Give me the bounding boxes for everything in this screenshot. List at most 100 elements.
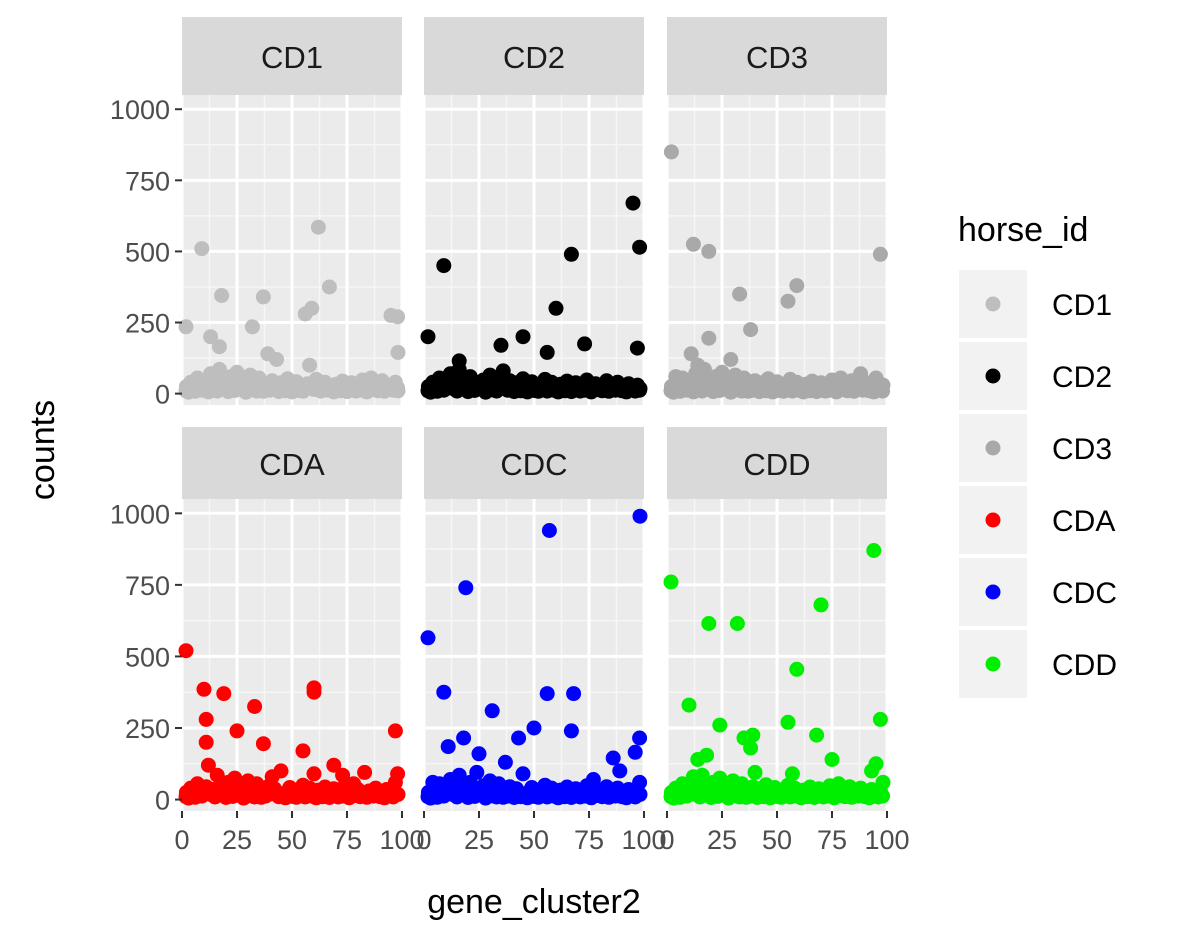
x-tick-label: 0 [659,825,674,855]
facet-panel-cd2: CD2 [420,17,648,405]
data-point [469,764,485,780]
x-tick-label: 100 [379,825,424,855]
data-point [229,723,245,739]
data-point [306,766,322,782]
data-point [216,686,232,702]
data-point [390,383,406,399]
data-point [632,508,648,524]
x-tick-label: 0 [174,825,189,855]
data-point [269,352,285,367]
x-tick-label: 25 [222,825,252,855]
data-point [493,337,509,353]
data-point [780,714,796,730]
data-point [743,322,759,338]
data-point [539,344,555,360]
data-point [458,580,474,596]
legend-key-label: CD1 [1052,289,1112,322]
data-point [200,757,216,773]
facet-panel-cdc: CDC [420,427,648,811]
data-point [436,684,452,700]
data-point [723,352,739,367]
x-tick-label: 100 [621,825,666,855]
data-point [732,286,748,302]
x-tick-label: 75 [574,825,604,855]
legend-key-marker [985,656,1001,672]
data-point [255,289,271,305]
data-point [824,752,840,767]
x-tick-label: 75 [332,825,362,855]
x-tick-label: 25 [464,825,494,855]
data-point [663,574,679,590]
x-tick-label: 75 [817,825,847,855]
y-tick-label: 750 [125,571,170,601]
facet-panel-cdd: CDD [663,427,891,811]
data-point [484,703,500,719]
data-point [539,686,555,702]
data-point [663,144,679,160]
data-point [244,319,260,335]
y-tick-label: 250 [125,714,170,744]
data-point [306,684,322,700]
legend-title: horse_id [958,211,1088,249]
data-point [497,754,513,770]
facet-strip-label: CD3 [746,40,808,75]
legend-key-label: CDC [1052,577,1117,610]
facet-strip [424,17,644,95]
facet-strip-label: CD2 [503,40,565,75]
legend-key-cda: CDA [959,486,1115,554]
y-tick-label: 0 [155,380,170,410]
data-point [541,523,557,538]
data-point [273,763,289,779]
x-tick-label: 50 [519,825,549,855]
data-point [745,727,761,743]
y-tick-label: 0 [155,786,170,816]
data-point [685,236,701,252]
data-point [789,661,805,677]
facet-strip-label: CDA [259,447,325,482]
legend-key-label: CDD [1052,649,1117,682]
data-point [194,241,210,257]
data-point [872,246,888,262]
facet-panel-cd1: CD1 [178,17,406,405]
data-point [701,330,717,346]
data-point [875,788,891,804]
legend-key-marker [985,440,1001,456]
data-point [612,763,628,779]
x-tick-label: 0 [416,825,431,855]
data-point [178,319,194,335]
data-point [563,246,579,262]
data-point [632,381,648,396]
data-point [456,730,472,746]
data-point [784,766,800,782]
data-point [198,734,214,750]
data-point [683,346,699,362]
facet-strip-label: CDC [500,447,567,482]
data-point [420,329,436,345]
data-point [255,736,271,752]
legend-key-label: CD3 [1052,433,1112,466]
data-point [875,774,891,790]
data-point [629,340,645,356]
data-point [864,763,880,779]
data-point [813,597,829,613]
x-tick-label: 100 [864,825,909,855]
data-point [178,643,194,659]
data-point [701,616,717,631]
y-tick-label: 750 [125,166,170,196]
x-axis-title: gene_cluster2 [427,883,641,921]
facet-panels: CD1 CD2 CD3 CDA CDC CDD [178,17,891,811]
facet-strip [182,427,402,499]
data-point [632,786,648,802]
data-point [436,258,452,274]
data-point [390,309,406,325]
data-point [420,630,436,646]
x-tick-label: 50 [277,825,307,855]
data-point [729,616,745,631]
data-point [295,743,311,759]
y-tick-label: 250 [125,309,170,339]
data-point [247,699,263,714]
data-point [526,720,542,736]
data-point [632,730,648,746]
y-tick-label: 500 [125,642,170,672]
